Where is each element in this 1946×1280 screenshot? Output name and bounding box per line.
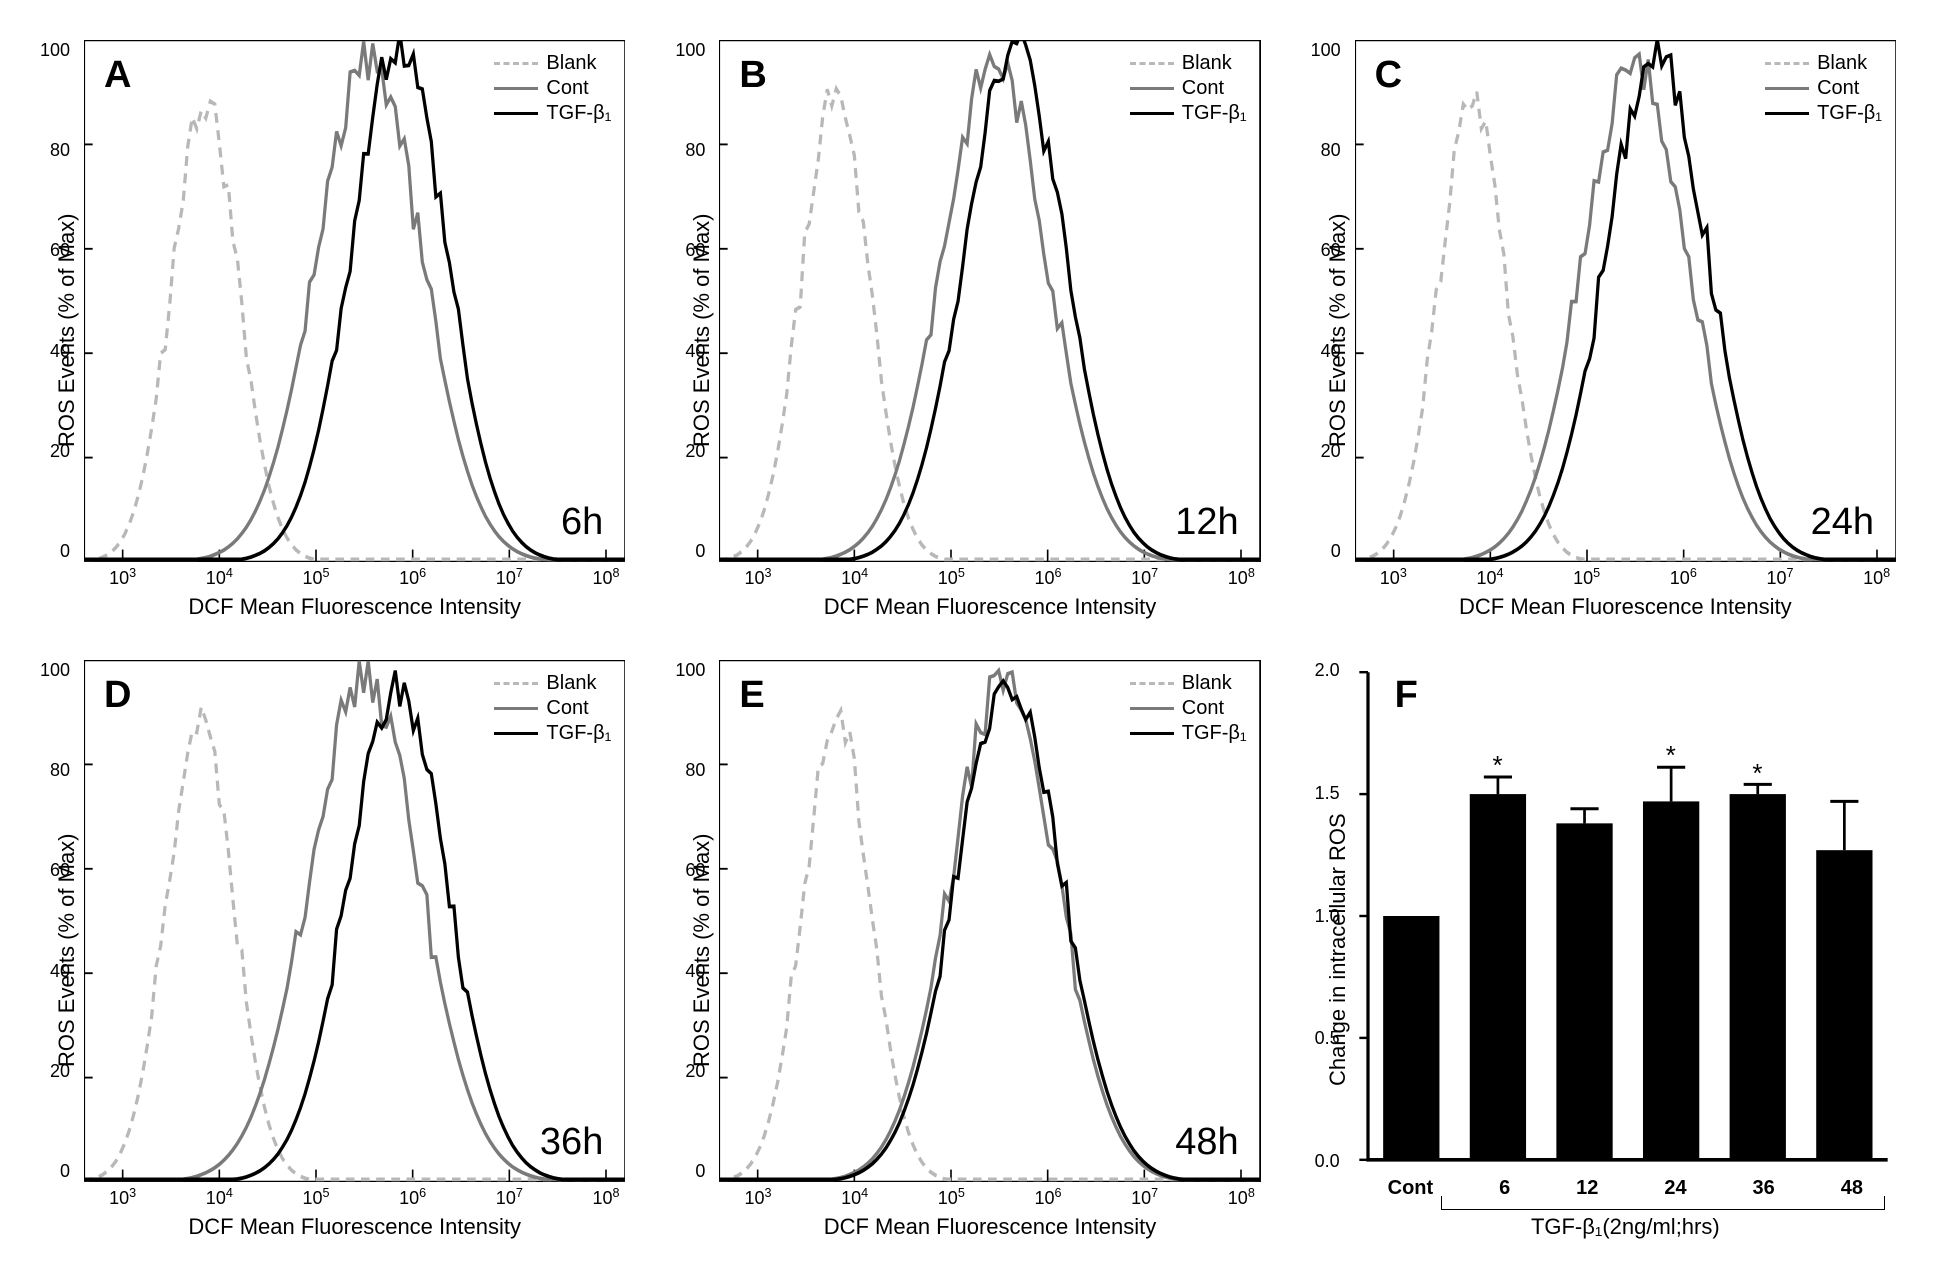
y-ticks: 020406080100 bbox=[40, 660, 70, 1182]
legend: BlankContTGF-β₁ bbox=[494, 672, 611, 747]
legend: BlankContTGF-β₁ bbox=[1765, 52, 1882, 127]
panel-letter: D bbox=[104, 674, 131, 717]
hist-plot-B: B 12h BlankContTGF-β₁ 020406080100 10310… bbox=[719, 40, 1260, 562]
x-bracket bbox=[1441, 1196, 1885, 1210]
legend: BlankContTGF-β₁ bbox=[1130, 672, 1247, 747]
time-label: 36h bbox=[540, 1121, 603, 1164]
y-ticks: 0.00.51.01.52.0 bbox=[1315, 660, 1340, 1172]
panel-B: ROS Events (% of Max) B 12h BlankContTGF… bbox=[685, 40, 1260, 620]
x-axis-label: DCF Mean Fluorescence Intensity bbox=[1355, 588, 1896, 620]
panel-letter: F bbox=[1395, 674, 1418, 717]
hist-plot-C: C 24h BlankContTGF-β₁ 020406080100 10310… bbox=[1355, 40, 1896, 562]
panel-letter: C bbox=[1375, 54, 1402, 97]
time-label: 48h bbox=[1175, 1121, 1238, 1164]
x-ticks: 103104105106107108 bbox=[84, 566, 625, 586]
panel-C: ROS Events (% of Max) C 24h BlankContTGF… bbox=[1321, 40, 1896, 620]
y-ticks: 020406080100 bbox=[1311, 40, 1341, 562]
x-axis-label: DCF Mean Fluorescence Intensity bbox=[719, 1208, 1260, 1240]
x-axis-label: DCF Mean Fluorescence Intensity bbox=[84, 1208, 625, 1240]
hist-plot-E: E 48h BlankContTGF-β₁ 020406080100 10310… bbox=[719, 660, 1260, 1182]
time-label: 24h bbox=[1811, 501, 1874, 544]
x-ticks: 103104105106107108 bbox=[719, 566, 1260, 586]
hist-plot-D: D 36h BlankContTGF-β₁ 020406080100 10310… bbox=[84, 660, 625, 1182]
x-axis-label: DCF Mean Fluorescence Intensity bbox=[84, 588, 625, 620]
x-ticks: 103104105106107108 bbox=[1355, 566, 1896, 586]
figure-grid: ROS Events (% of Max) A 6h BlankContTGF-… bbox=[50, 40, 1896, 1240]
panel-letter: A bbox=[104, 54, 131, 97]
time-label: 12h bbox=[1175, 501, 1238, 544]
time-label: 6h bbox=[561, 501, 603, 544]
panel-D: ROS Events (% of Max) D 36h BlankContTGF… bbox=[50, 660, 625, 1240]
legend: BlankContTGF-β₁ bbox=[494, 52, 611, 127]
panel-E: ROS Events (% of Max) E 48h BlankContTGF… bbox=[685, 660, 1260, 1240]
panel-letter: E bbox=[739, 674, 764, 717]
x-axis-label: TGF-β₁(2ng/ml;hrs) bbox=[1355, 1214, 1896, 1240]
hist-plot-A: A 6h BlankContTGF-β₁ 020406080100 103104… bbox=[84, 40, 625, 562]
x-axis-label: DCF Mean Fluorescence Intensity bbox=[719, 588, 1260, 620]
y-ticks: 020406080100 bbox=[675, 40, 705, 562]
bar-plot-F: F 0.00.51.01.52.0 Cont612243648 *** bbox=[1355, 660, 1896, 1172]
y-ticks: 020406080100 bbox=[40, 40, 70, 562]
x-ticks: 103104105106107108 bbox=[84, 1186, 625, 1206]
panel-letter: B bbox=[739, 54, 766, 97]
panel-A: ROS Events (% of Max) A 6h BlankContTGF-… bbox=[50, 40, 625, 620]
y-ticks: 020406080100 bbox=[675, 660, 705, 1182]
panel-F: Change in intracellular ROS F 0.00.51.01… bbox=[1321, 660, 1896, 1240]
legend: BlankContTGF-β₁ bbox=[1130, 52, 1247, 127]
x-ticks: 103104105106107108 bbox=[719, 1186, 1260, 1206]
